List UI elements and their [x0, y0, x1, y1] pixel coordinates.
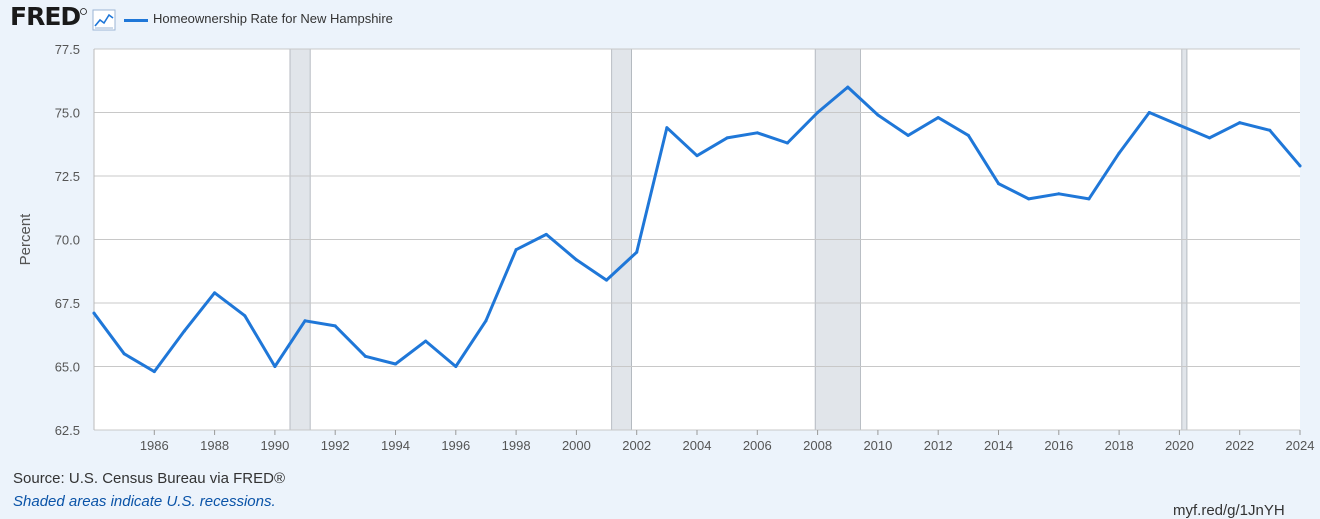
data-point: [1268, 128, 1272, 132]
x-tick-label: 2016: [1044, 438, 1073, 453]
data-point: [122, 352, 126, 356]
x-tick-label: 2002: [622, 438, 651, 453]
x-tick-label: 1998: [502, 438, 531, 453]
data-point: [1147, 111, 1151, 114]
recession-note: Shaded areas indicate U.S. recessions.: [13, 493, 276, 510]
data-point: [92, 311, 96, 315]
legend-swatch: [124, 19, 148, 22]
y-tick-label: 72.5: [55, 169, 80, 184]
x-tick-label: 1994: [381, 438, 410, 453]
x-tick-label: 2006: [743, 438, 772, 453]
data-point: [213, 291, 217, 295]
x-tick-label: 2022: [1225, 438, 1254, 453]
data-point: [424, 339, 428, 343]
data-point: [605, 278, 609, 282]
x-tick-label: 1992: [321, 438, 350, 453]
data-point: [665, 126, 669, 130]
data-point: [876, 113, 880, 117]
y-tick-label: 62.5: [55, 423, 80, 438]
data-point: [363, 354, 367, 358]
data-point: [484, 319, 488, 323]
x-tick-label: 2014: [984, 438, 1013, 453]
data-point: [394, 362, 397, 366]
x-tick-label: 2020: [1165, 438, 1194, 453]
data-point: [1177, 123, 1181, 127]
data-point: [574, 258, 578, 262]
source-text: Source: U.S. Census Bureau via FRED®: [13, 470, 285, 487]
data-point: [454, 365, 458, 368]
line-chart-icon[interactable]: [92, 9, 116, 31]
data-point: [725, 136, 729, 140]
data-point: [243, 314, 247, 318]
x-tick-label: 2018: [1105, 438, 1134, 453]
data-point: [303, 319, 307, 323]
line-chart[interactable]: 62.5 65.0 67.5 70.0 72.5 75.0 77.5 1986 1988 1990…: [0, 0, 1320, 470]
data-point: [1117, 151, 1121, 155]
data-point: [936, 116, 940, 120]
y-tick-label: 77.5: [55, 42, 80, 57]
data-point: [846, 85, 850, 89]
x-tick-label: 2000: [562, 438, 591, 453]
legend-label[interactable]: Homeownership Rate for New Hampshire: [153, 11, 393, 26]
x-tick-label: 2004: [683, 438, 712, 453]
data-point: [997, 182, 1000, 186]
data-point: [333, 324, 337, 328]
y-tick-label: 65.0: [55, 360, 80, 375]
y-tick-label: 75.0: [55, 106, 80, 121]
data-point: [1238, 121, 1242, 125]
data-point: [906, 133, 910, 137]
data-point: [1057, 192, 1061, 196]
y-tick-label: 67.5: [55, 296, 80, 311]
x-tick-label: 2008: [803, 438, 832, 453]
data-point: [1087, 197, 1091, 201]
data-point: [152, 370, 156, 374]
data-point: [816, 111, 820, 114]
fred-logo[interactable]: FRED: [10, 2, 81, 31]
data-point: [182, 329, 186, 333]
chart-header: FRED Homeownership Rate for New Hampshir…: [0, 0, 1320, 40]
data-point: [1298, 164, 1302, 168]
data-point: [544, 232, 548, 236]
data-point: [514, 248, 518, 252]
data-point: [695, 154, 699, 158]
data-point: [1208, 136, 1212, 140]
x-tick-label: 2024: [1286, 438, 1315, 453]
data-point: [785, 141, 789, 145]
short-url[interactable]: myf.red/g/1JnYH: [1173, 502, 1285, 519]
x-tick-label: 1996: [441, 438, 470, 453]
data-point: [635, 250, 639, 254]
x-tick-label: 2010: [863, 438, 892, 453]
registered-mark-icon: [80, 8, 87, 15]
data-point: [1027, 197, 1031, 201]
data-point: [755, 131, 759, 135]
data-point: [273, 365, 277, 368]
data-point: [966, 133, 970, 137]
y-tick-label: 70.0: [55, 233, 80, 248]
x-tick-label: 2012: [924, 438, 953, 453]
y-axis-label: Percent: [17, 213, 34, 266]
x-tick-label: 1990: [260, 438, 289, 453]
x-tick-label: 1986: [140, 438, 169, 453]
x-tick-label: 1988: [200, 438, 229, 453]
